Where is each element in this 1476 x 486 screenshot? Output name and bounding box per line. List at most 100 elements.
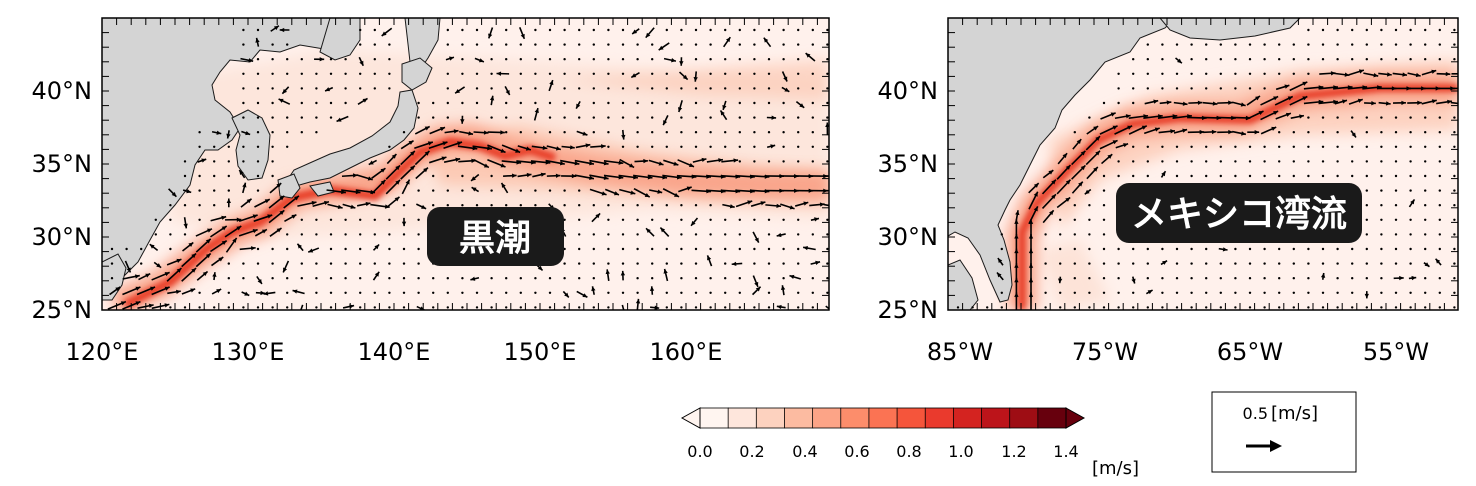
colorbar-cell (1037, 407, 1067, 429)
vector-dot (417, 291, 420, 294)
vector-dot (242, 160, 245, 163)
vector-dot (1263, 306, 1266, 309)
vector-dot (665, 101, 668, 105)
vector-dot (826, 218, 829, 221)
vector-dot (1146, 306, 1150, 309)
vector-dot (651, 101, 654, 105)
vector-dot (1234, 174, 1237, 178)
vector-dot (621, 247, 625, 251)
vector-dot (1088, 247, 1091, 251)
vector-arrowhead (789, 274, 795, 279)
vector-arrowhead (1197, 100, 1203, 105)
vector-dot (271, 72, 274, 76)
vector-dot (271, 43, 274, 46)
vector-dot (1438, 306, 1442, 309)
vector-dot (665, 87, 668, 90)
vector-dot (782, 262, 785, 265)
vector-dot (1453, 43, 1456, 46)
vector-dot (1219, 160, 1223, 163)
vector-arrowhead (221, 215, 227, 220)
vector-dot (286, 277, 289, 280)
vector-arrowhead (205, 238, 211, 244)
vector-dot (680, 145, 683, 148)
vector-dot (534, 58, 537, 61)
vector-dot (1219, 174, 1223, 178)
vector-arrowhead (1211, 129, 1217, 135)
vector-arrowhead (747, 200, 753, 205)
vector-dot (651, 145, 654, 148)
vector-arrowhead (244, 291, 250, 296)
vector-dot (1365, 189, 1369, 192)
vector-arrowhead (1357, 98, 1363, 103)
vector-dot (1307, 306, 1310, 309)
vector-arrowhead (571, 173, 577, 179)
vector-dot (505, 306, 508, 309)
vector-dot (767, 72, 771, 76)
vector-dot (738, 233, 741, 236)
vector-dot (1453, 291, 1456, 294)
vector-dot (1278, 160, 1281, 163)
vector-dot (767, 160, 771, 163)
vector-arrow (1450, 101, 1458, 105)
vector-dot (1175, 291, 1179, 294)
vector-arrowhead (395, 179, 401, 185)
vector-dot (1190, 291, 1193, 294)
vector-arrowhead (218, 257, 224, 262)
vector-arrowhead (1033, 191, 1038, 197)
vector-arrowhead (1399, 275, 1404, 281)
lon-label: 85°W (927, 338, 993, 366)
vector-dot (1161, 87, 1164, 90)
vector-dot (1263, 145, 1266, 148)
vector-dot (417, 116, 420, 119)
vector-dot (578, 306, 581, 309)
vector-dot (300, 277, 303, 280)
vector-dot (461, 204, 464, 207)
vector-dot (286, 58, 289, 61)
vector-arrowhead (1028, 248, 1034, 254)
vector-dot (1424, 28, 1427, 32)
vector-dot (1263, 160, 1266, 163)
vector-dot (1059, 247, 1062, 251)
vector-dot (1175, 145, 1179, 148)
vector-dot (826, 28, 829, 32)
vector-dot (256, 101, 260, 105)
vector-arrowhead (582, 131, 588, 136)
vector-dot (1438, 174, 1442, 178)
vector-dot (1365, 306, 1369, 309)
vector-arrowhead (1255, 96, 1260, 101)
vector-dot (724, 28, 727, 32)
vector-dot (1248, 58, 1252, 61)
vector-dot (592, 233, 595, 236)
vector-dot (1190, 58, 1193, 61)
vector-arrowhead (631, 73, 637, 78)
vector-dot (256, 160, 260, 163)
vector-arrowhead (582, 293, 588, 298)
vector-dot (1234, 87, 1237, 90)
vector-dot (461, 174, 464, 178)
vector-dot (1394, 218, 1398, 221)
vector-dot (446, 101, 449, 105)
vector-arrowhead (487, 146, 492, 151)
vector-arrowhead (1415, 72, 1421, 78)
vector-arrowhead (1065, 179, 1071, 185)
vector-dot (432, 291, 435, 294)
vector-dot (475, 87, 479, 90)
vector-arrowhead (232, 237, 237, 243)
vector-dot (1409, 247, 1412, 251)
vector-dot (1424, 291, 1427, 294)
vector-dot (592, 28, 595, 32)
vector-dot (1409, 189, 1412, 192)
vector-dot (1409, 43, 1412, 46)
vector-dot (1073, 306, 1077, 309)
vector-dot (811, 101, 814, 105)
vector-arrowhead (776, 232, 782, 238)
vector-dot (1278, 72, 1281, 76)
vector-dot (1117, 262, 1120, 265)
vector-dot (636, 58, 639, 61)
vector-dot (1190, 306, 1193, 309)
vector-dot (329, 116, 333, 119)
vector-dot (534, 43, 537, 46)
vector-arrowhead (264, 199, 270, 204)
vector-arrowhead (613, 191, 619, 196)
vector-arrowhead (1049, 210, 1054, 216)
